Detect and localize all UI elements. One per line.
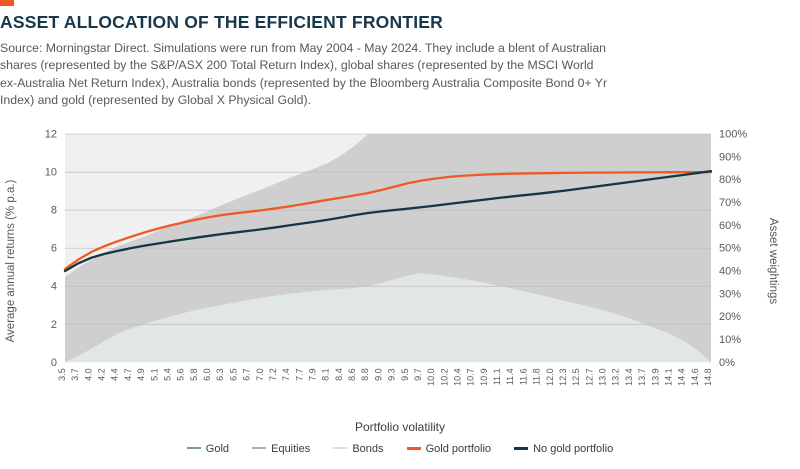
svg-text:5.8: 5.8 (189, 368, 199, 381)
svg-text:5.4: 5.4 (162, 368, 172, 381)
svg-text:11.1: 11.1 (492, 368, 502, 385)
svg-text:70%: 70% (719, 197, 741, 209)
svg-text:10%: 10% (719, 334, 741, 346)
svg-text:0: 0 (51, 357, 57, 369)
svg-text:13.4: 13.4 (624, 368, 634, 386)
svg-text:10.4: 10.4 (453, 368, 463, 386)
svg-text:6.7: 6.7 (242, 368, 252, 381)
svg-text:12.5: 12.5 (571, 368, 581, 386)
svg-text:30%: 30% (719, 288, 741, 300)
svg-text:100%: 100% (719, 129, 747, 141)
svg-text:12: 12 (45, 129, 57, 141)
svg-text:14.1: 14.1 (663, 368, 673, 386)
svg-text:8.4: 8.4 (334, 368, 344, 381)
svg-text:3.7: 3.7 (70, 368, 80, 381)
svg-text:8.1: 8.1 (321, 368, 331, 381)
svg-text:2: 2 (51, 319, 57, 331)
svg-text:6: 6 (51, 243, 57, 255)
svg-text:7.0: 7.0 (255, 368, 265, 381)
svg-text:9.3: 9.3 (387, 368, 397, 381)
svg-text:40%: 40% (719, 266, 741, 278)
svg-text:7.7: 7.7 (294, 368, 304, 381)
svg-text:4.0: 4.0 (83, 368, 93, 381)
svg-text:5.6: 5.6 (176, 368, 186, 381)
svg-text:12.3: 12.3 (558, 368, 568, 386)
svg-text:13.9: 13.9 (650, 368, 660, 386)
svg-text:4.9: 4.9 (136, 368, 146, 381)
svg-text:60%: 60% (719, 220, 741, 232)
svg-text:6.3: 6.3 (215, 368, 225, 381)
svg-text:14.8: 14.8 (703, 368, 713, 386)
svg-text:13.7: 13.7 (637, 368, 647, 386)
svg-text:12.7: 12.7 (584, 368, 594, 386)
svg-text:13.2: 13.2 (611, 368, 621, 386)
svg-text:80%: 80% (719, 174, 741, 186)
svg-text:4.4: 4.4 (110, 368, 120, 381)
svg-text:5.1: 5.1 (149, 368, 159, 381)
svg-text:7.9: 7.9 (307, 368, 317, 381)
svg-text:11.4: 11.4 (505, 368, 515, 385)
svg-text:8: 8 (51, 205, 57, 217)
svg-text:8.6: 8.6 (347, 368, 357, 381)
svg-text:10.2: 10.2 (439, 368, 449, 386)
svg-text:90%: 90% (719, 151, 741, 163)
svg-text:50%: 50% (719, 243, 741, 255)
svg-text:13.0: 13.0 (598, 368, 608, 386)
svg-text:7.4: 7.4 (281, 368, 291, 381)
svg-text:4: 4 (51, 281, 57, 293)
svg-text:7.2: 7.2 (268, 368, 278, 381)
svg-text:9.5: 9.5 (400, 368, 410, 381)
svg-text:14.4: 14.4 (677, 368, 687, 386)
svg-text:8.8: 8.8 (360, 368, 370, 381)
svg-text:6.0: 6.0 (202, 368, 212, 381)
svg-text:0%: 0% (719, 357, 735, 369)
svg-text:6.5: 6.5 (228, 368, 238, 381)
svg-text:10: 10 (45, 167, 57, 179)
svg-text:14.6: 14.6 (690, 368, 700, 386)
svg-text:4.7: 4.7 (123, 368, 133, 381)
svg-text:9.7: 9.7 (413, 368, 423, 381)
svg-text:20%: 20% (719, 311, 741, 323)
svg-text:3.5: 3.5 (57, 368, 67, 381)
svg-text:11.8: 11.8 (532, 368, 542, 385)
svg-text:11.6: 11.6 (518, 368, 528, 385)
svg-text:10.9: 10.9 (479, 368, 489, 386)
svg-text:10.7: 10.7 (466, 368, 476, 386)
svg-text:9.0: 9.0 (373, 368, 383, 381)
svg-text:10.0: 10.0 (426, 368, 436, 386)
svg-text:12.0: 12.0 (545, 368, 555, 386)
svg-text:4.2: 4.2 (97, 368, 107, 381)
